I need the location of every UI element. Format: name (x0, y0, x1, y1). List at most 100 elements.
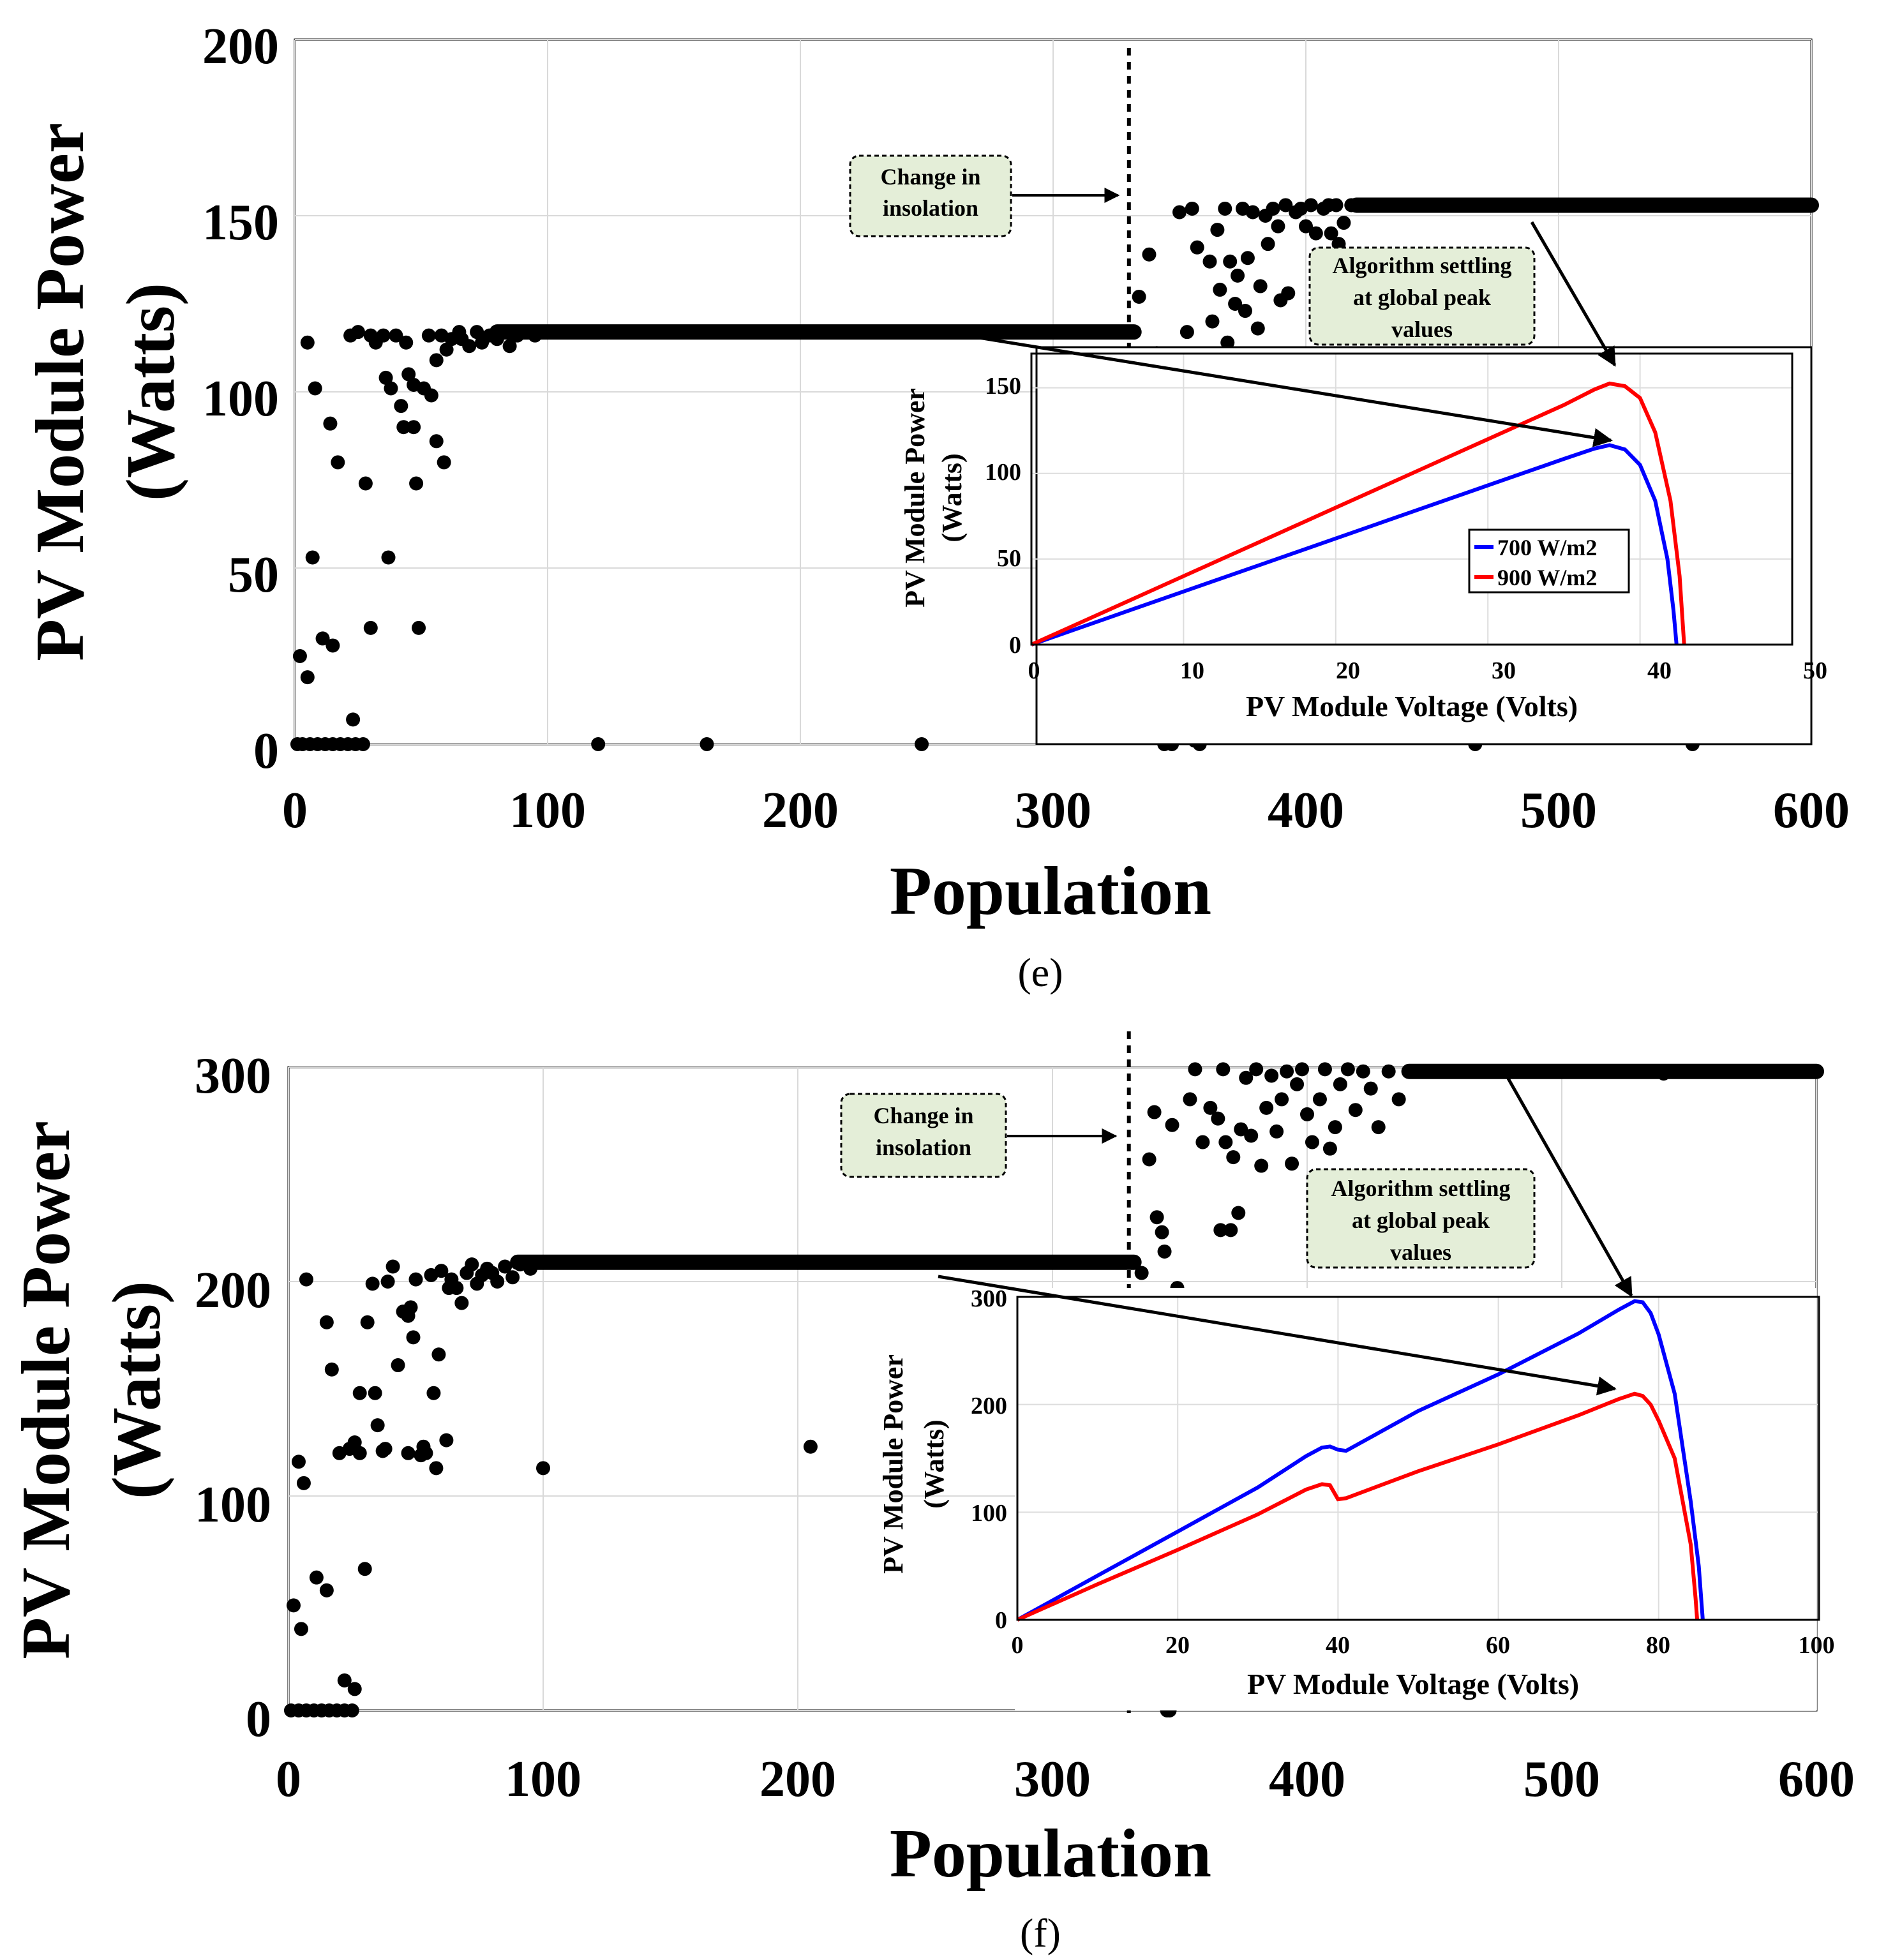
plateaus-e (489, 197, 1819, 340)
inset-e-x-tick-20: 20 (1336, 657, 1360, 684)
note-change-f-line2: insolation (876, 1135, 971, 1160)
point-e-12 (305, 550, 320, 565)
x-tick-e-500: 500 (1520, 782, 1597, 839)
point-e-109 (1324, 226, 1338, 241)
point-f-78 (1183, 1092, 1197, 1107)
point-e-93 (1253, 279, 1268, 294)
x-tick-e-300: 300 (1015, 782, 1091, 839)
point-f-79 (1188, 1062, 1202, 1077)
point-e-74 (1185, 201, 1199, 216)
note-settle-e-line1: Algorithm settling (1333, 253, 1512, 278)
x-tick-e-400: 400 (1268, 782, 1344, 839)
arrow-peak-blue-f (1506, 1076, 1633, 1298)
point-f-33 (386, 1259, 400, 1274)
point-f-80 (1195, 1135, 1210, 1149)
point-f-113 (1371, 1120, 1386, 1135)
inset-e (1030, 346, 1813, 745)
point-e-85 (1223, 254, 1238, 269)
point-f-81 (1203, 1100, 1218, 1115)
point-f-60 (490, 1275, 505, 1289)
point-f-75 (1165, 1118, 1179, 1132)
point-f-45 (426, 1386, 441, 1400)
x-tick-f-300: 300 (1014, 1751, 1091, 1807)
x-tick-e-0: 0 (282, 782, 308, 839)
point-f-71 (1155, 1225, 1169, 1239)
point-e-44 (429, 353, 444, 368)
series-line-red-f (1016, 1391, 1700, 1622)
inset-f-x-tick-40: 40 (1326, 1632, 1350, 1659)
inset-f (1015, 1288, 1820, 1710)
point-f-27 (365, 1276, 380, 1291)
point-f-94 (1259, 1100, 1274, 1115)
point-e-34 (389, 328, 403, 343)
point-f-90 (1239, 1070, 1254, 1085)
arrow-peak-red-f (938, 1275, 1617, 1396)
point-f-109 (1340, 1062, 1355, 1077)
note-settle-f-line1: Algorithm settling (1331, 1176, 1511, 1201)
point-f-110 (1348, 1103, 1363, 1118)
point-f-13 (337, 1673, 352, 1687)
inset-f-x-tick-60: 60 (1486, 1632, 1510, 1659)
arrow-peak-700-e (950, 331, 1613, 447)
x-axis-label-f: Population (890, 1816, 1211, 1892)
point-f-66 (803, 1439, 818, 1454)
inset-labels: 0 10 20 30 40 50 0 50 100 150 PV Module … (878, 373, 1835, 1700)
inset-e-axes (1030, 352, 1793, 646)
point-f-103 (1305, 1135, 1319, 1149)
point-e-104 (1303, 198, 1318, 213)
point-f-32 (380, 1275, 395, 1289)
point-e-81 (1210, 223, 1225, 237)
inset-f-y-axis-label-line2: (Watts) (918, 1419, 950, 1508)
point-e-65 (1142, 247, 1157, 262)
inset-e-x-tick-40: 40 (1647, 657, 1672, 684)
point-e-33 (384, 381, 398, 396)
point-f-17 (296, 1476, 311, 1490)
note-settle-f-line3: values (1390, 1239, 1451, 1265)
y-axis-label-e-line2: (Watts) (113, 283, 189, 501)
point-f-34 (391, 1358, 405, 1373)
x-tick-f-500: 500 (1523, 1751, 1600, 1807)
point-f-38 (403, 1300, 418, 1315)
inset-f-y-axis-label-line1: PV Module Power (878, 1354, 909, 1574)
y-axis-label-f-line2: (Watts) (99, 1281, 175, 1499)
inset-f-x-tick-20: 20 (1165, 1632, 1190, 1659)
point-e-95 (1261, 237, 1275, 251)
point-e-43 (424, 388, 438, 403)
point-f-72 (1157, 1244, 1172, 1259)
x-tick-e-600: 600 (1773, 782, 1850, 839)
point-f-24 (352, 1386, 367, 1400)
note-change-f (840, 1093, 1007, 1178)
legend-label-900: 900 W/m2 (1497, 565, 1597, 590)
point-e-35 (394, 399, 408, 414)
point-f-55 (465, 1257, 479, 1272)
point-f-69 (1147, 1105, 1162, 1119)
point-f-29 (370, 1418, 385, 1433)
point-f-86 (1224, 1223, 1238, 1238)
point-e-36 (396, 420, 411, 435)
inset-f-y-tick-0: 0 (995, 1607, 1007, 1634)
note-change-e-line2: insolation (883, 195, 978, 221)
x-tick-e-200: 200 (762, 782, 839, 839)
point-e-113 (1344, 198, 1359, 213)
series-line-700 (1031, 443, 1679, 647)
point-f-11 (309, 1570, 324, 1585)
x-tick-f-0: 0 (276, 1751, 301, 1807)
point-f-89 (1234, 1122, 1248, 1137)
point-f-114 (1381, 1064, 1396, 1079)
point-f-98 (1280, 1064, 1294, 1079)
inset-f-backdrop (1015, 1288, 1816, 1710)
note-settle-e-line3: values (1391, 317, 1453, 342)
y-tick-f-200: 200 (195, 1262, 271, 1319)
caption-e: (e) (1017, 950, 1063, 995)
point-f-95 (1264, 1068, 1279, 1083)
point-e-26 (437, 455, 451, 470)
point-e-79 (1202, 254, 1217, 269)
point-e-103 (1299, 219, 1313, 234)
series-line-blue-f (1016, 1299, 1705, 1622)
point-f-62 (505, 1270, 520, 1285)
point-f-52 (449, 1281, 464, 1296)
y-tick-f-100: 100 (195, 1477, 271, 1533)
point-e-22 (381, 550, 396, 565)
inset-f-x-tick-100: 100 (1799, 1632, 1835, 1659)
